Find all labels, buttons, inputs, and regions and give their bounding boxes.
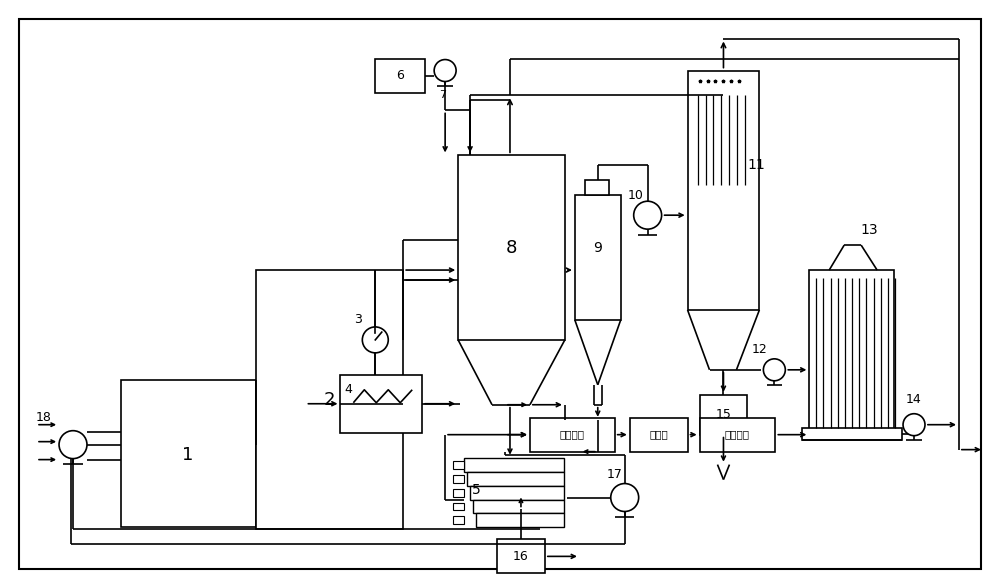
Text: 8: 8 — [505, 239, 517, 257]
Bar — [809, 270, 894, 430]
Text: 余热利用: 余热利用 — [559, 430, 584, 440]
Bar — [453, 475, 464, 483]
Bar — [453, 516, 464, 524]
Bar — [585, 181, 609, 195]
Bar — [470, 486, 564, 500]
Text: 14: 14 — [906, 393, 922, 406]
Bar — [497, 539, 545, 573]
Text: 6: 6 — [396, 69, 404, 82]
Circle shape — [903, 414, 925, 436]
Text: 5: 5 — [472, 483, 480, 496]
Text: 13: 13 — [860, 223, 878, 237]
Circle shape — [611, 483, 639, 512]
Text: 15: 15 — [716, 408, 731, 421]
Text: 急冷塔: 急冷塔 — [649, 430, 668, 440]
Bar — [458, 155, 565, 340]
Text: 4: 4 — [344, 383, 352, 396]
Text: 16: 16 — [513, 550, 529, 563]
Bar — [375, 59, 425, 93]
Text: 10: 10 — [628, 189, 644, 202]
Text: 7: 7 — [440, 91, 447, 101]
Bar — [802, 427, 902, 440]
Text: 17: 17 — [607, 468, 623, 481]
Text: 3: 3 — [354, 313, 362, 326]
Circle shape — [634, 201, 662, 229]
Circle shape — [763, 359, 785, 381]
Bar — [256, 270, 403, 529]
Bar — [453, 503, 464, 510]
Bar — [473, 500, 564, 513]
Bar — [467, 472, 564, 486]
Bar — [464, 457, 564, 472]
Text: 2: 2 — [324, 391, 335, 409]
Bar — [700, 417, 775, 452]
Text: 11: 11 — [748, 158, 765, 172]
Text: 烟气处理: 烟气处理 — [725, 430, 750, 440]
Bar — [688, 71, 759, 310]
Text: 1: 1 — [182, 446, 193, 463]
Text: 9: 9 — [593, 241, 602, 255]
Text: 12: 12 — [752, 343, 767, 356]
Circle shape — [362, 327, 388, 353]
Bar — [340, 375, 422, 433]
Bar — [630, 417, 688, 452]
Bar — [121, 380, 256, 527]
Bar — [476, 513, 564, 527]
Bar — [700, 395, 747, 435]
Circle shape — [434, 59, 456, 82]
Bar — [575, 195, 621, 320]
Bar — [453, 460, 464, 469]
Text: 18: 18 — [35, 411, 51, 424]
Circle shape — [59, 430, 87, 459]
Bar — [530, 417, 615, 452]
Bar — [453, 489, 464, 496]
